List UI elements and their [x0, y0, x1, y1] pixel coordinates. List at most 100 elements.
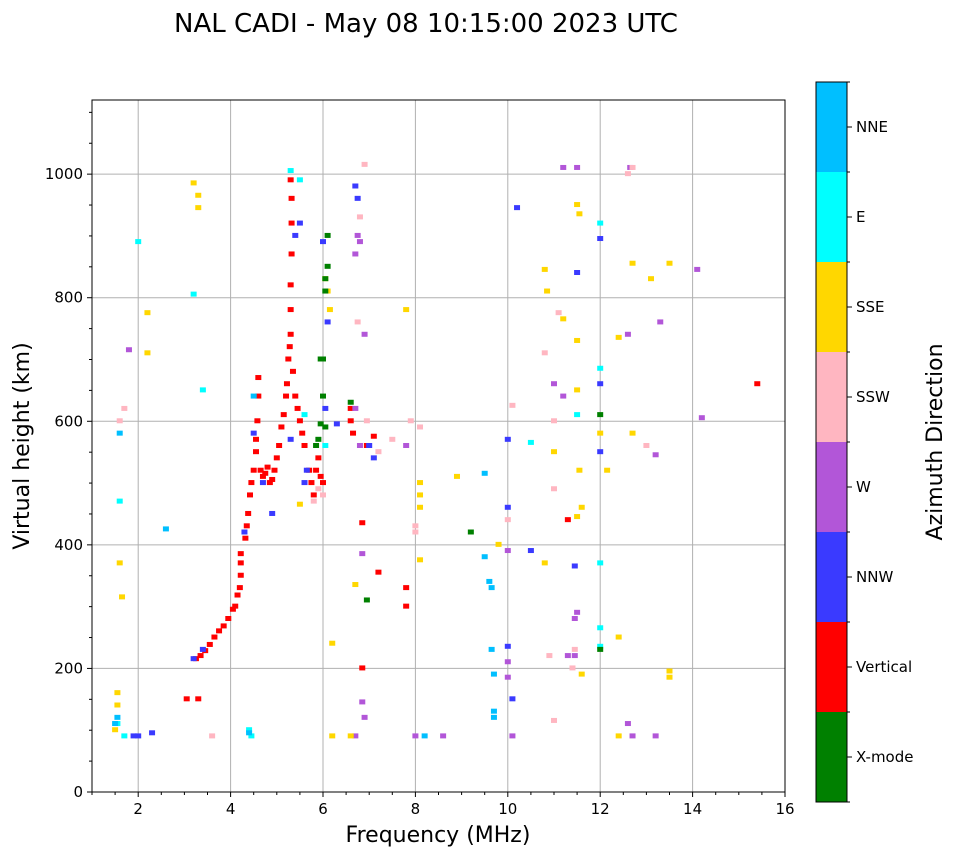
colorbar-tick-label: Vertical: [856, 658, 912, 676]
data-point-sse: [144, 350, 151, 356]
colorbar-swatch-nnw: [816, 532, 847, 622]
x-tick-label: 12: [591, 800, 610, 818]
data-point-nnw: [320, 239, 326, 245]
data-point-w: [125, 347, 132, 353]
data-point-sse: [144, 310, 151, 316]
data-point-vertical: [347, 418, 354, 424]
y-axis-ticks: 0 200 400 600 800 1000: [45, 111, 92, 801]
data-point-ssw: [121, 405, 128, 411]
data-point-x-mode: [324, 263, 331, 269]
data-point-sse: [578, 671, 585, 677]
data-point-w: [624, 721, 631, 727]
data-point-w: [403, 443, 410, 448]
data-point-ssw: [571, 646, 578, 652]
data-point-nnw: [366, 443, 373, 448]
data-point-w: [652, 733, 659, 739]
data-point-ssw: [509, 402, 516, 408]
data-point-w: [504, 674, 511, 680]
data-point-vertical: [320, 480, 326, 486]
data-point-vertical: [375, 569, 382, 575]
data-point-w: [574, 609, 581, 615]
data-point-sse: [597, 430, 604, 436]
data-point-x-mode: [347, 399, 354, 405]
data-point-sse: [541, 266, 548, 272]
data-point-sse: [453, 473, 460, 479]
data-point-w: [352, 251, 359, 257]
x-tick-label: 16: [775, 800, 794, 818]
data-point-sse: [114, 690, 121, 696]
data-point-x-mode: [322, 276, 329, 282]
data-point-vertical: [287, 307, 294, 313]
data-point-vertical: [266, 480, 273, 486]
data-point-ssw: [116, 418, 123, 424]
colorbar-swatch-x-mode: [816, 712, 847, 802]
data-point-e: [116, 498, 123, 504]
data-point-vertical: [370, 433, 377, 439]
data-point-w: [560, 393, 567, 399]
data-point-w: [504, 659, 511, 665]
data-point-ssw: [569, 665, 576, 671]
data-point-nnw: [241, 529, 248, 535]
data-point-sse: [576, 467, 583, 473]
data-point-sse: [495, 541, 502, 547]
data-point-w: [509, 733, 516, 739]
colorbar-swatch-sse: [816, 262, 847, 352]
data-point-vertical: [308, 480, 315, 486]
data-point-nnw: [597, 236, 604, 242]
data-point-nne: [116, 430, 123, 436]
data-point-sse: [119, 594, 126, 600]
data-point-ssw: [629, 164, 636, 170]
data-point-vertical: [285, 356, 292, 362]
data-point-ssw: [551, 418, 557, 424]
data-point-vertical: [754, 381, 761, 387]
data-point-sse: [629, 430, 636, 436]
data-point-vertical: [243, 523, 250, 529]
data-point-vertical: [296, 418, 303, 424]
data-point-nnw: [504, 436, 511, 442]
y-axis-label: Virtual height (km): [10, 342, 35, 549]
y-tick-label: 200: [54, 659, 83, 677]
data-point-vertical: [183, 696, 190, 702]
data-point-vertical: [288, 220, 295, 226]
data-point-ssw: [643, 443, 650, 448]
data-point-sse: [576, 211, 583, 217]
data-point-vertical: [278, 424, 285, 430]
data-point-nnw: [597, 381, 604, 387]
data-point-vertical: [253, 436, 260, 442]
data-point-sse: [551, 449, 557, 455]
data-point-vertical: [564, 517, 571, 523]
data-point-sse: [403, 307, 410, 313]
data-point-sse: [195, 205, 202, 211]
data-point-ssw: [209, 733, 216, 739]
data-point-sse: [574, 514, 581, 520]
data-point-ssw: [354, 319, 361, 325]
data-point-nne: [486, 578, 493, 584]
colorbar-frame: [815, 81, 848, 803]
colorbar-tick-label: NNE: [856, 118, 888, 136]
data-point-sse: [629, 260, 636, 266]
data-point-sse: [114, 702, 121, 708]
data-point-nnw: [250, 430, 257, 436]
data-point-nne: [481, 554, 488, 560]
data-point-x-mode: [322, 424, 329, 430]
data-point-nnw: [504, 504, 511, 510]
data-point-sse: [417, 557, 424, 563]
data-point-nne: [114, 714, 121, 720]
data-point-w: [624, 331, 631, 337]
data-point-ssw: [555, 310, 562, 316]
data-point-vertical: [283, 381, 290, 387]
plot-area: [92, 100, 785, 792]
data-point-vertical: [287, 177, 294, 183]
data-point-vertical: [276, 443, 283, 448]
y-tick-label: 1000: [45, 165, 83, 183]
data-point-w: [356, 239, 363, 245]
data-point-nnw: [571, 563, 578, 569]
data-point-vertical: [211, 634, 218, 640]
data-point-ssw: [541, 350, 548, 356]
data-point-e: [287, 168, 294, 174]
data-point-nnw: [269, 510, 276, 516]
data-point-sse: [329, 640, 336, 646]
data-point-w: [412, 733, 419, 739]
data-point-nnw: [296, 220, 303, 226]
